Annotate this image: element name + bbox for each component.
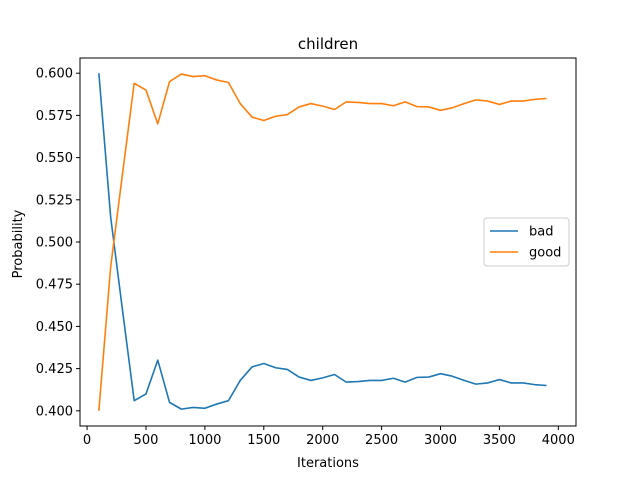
series-line-bad	[98, 73, 547, 410]
x-tick-label: 500	[134, 433, 159, 448]
legend-box	[483, 217, 570, 267]
x-tick-label: 3000	[424, 433, 457, 448]
series-layer	[98, 73, 547, 411]
legend-label-good: good	[529, 246, 561, 261]
x-tick-label: 1000	[188, 433, 221, 448]
x-tick-label: 2500	[365, 433, 398, 448]
y-tick-label: 0.400	[36, 404, 73, 419]
x-tick-label: 2000	[306, 433, 339, 448]
y-tick-label: 0.425	[36, 362, 73, 377]
y-tick-label: 0.500	[36, 236, 73, 251]
chart-title: children	[298, 35, 358, 53]
x-tick-label: 3500	[483, 433, 516, 448]
y-tick-label: 0.450	[36, 320, 73, 335]
y-tick-label: 0.600	[36, 67, 73, 82]
y-axis: 0.400 0.425 0.450 0.475 0.500 0.525 0.550 0.575…	[36, 67, 80, 419]
x-tick-label: 1500	[247, 433, 280, 448]
legend-label-bad: bad	[529, 225, 553, 240]
x-axis: 0 500 1000 1500 2000 2500 3000 3500 4000	[83, 426, 575, 448]
y-tick-label: 0.525	[36, 193, 73, 208]
x-tick-label: 4000	[542, 433, 575, 448]
series-line-good	[98, 73, 547, 411]
y-tick-label: 0.475	[36, 278, 73, 293]
x-axis-label: Iterations	[297, 456, 359, 471]
x-tick-label: 0	[83, 433, 91, 448]
y-axis-label: Probability	[11, 209, 26, 278]
y-tick-label: 0.575	[36, 109, 73, 124]
y-tick-label: 0.550	[36, 151, 73, 166]
legend: bad good	[483, 217, 570, 267]
